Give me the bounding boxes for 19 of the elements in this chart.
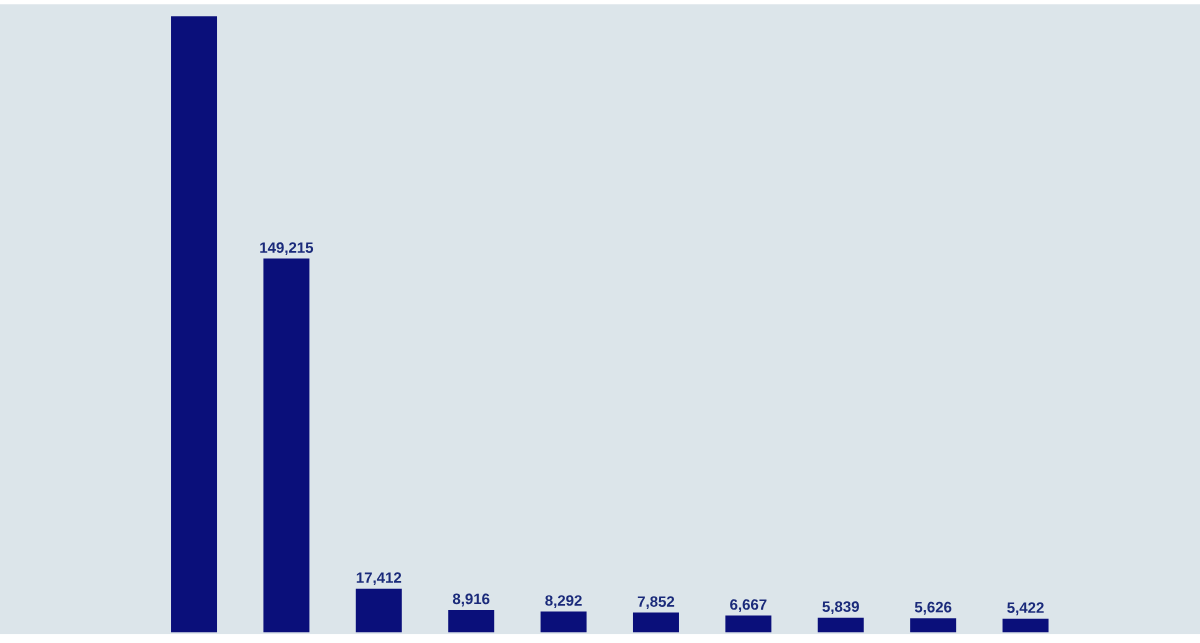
data-label: 17,412: [356, 572, 402, 585]
bar: [817, 617, 864, 633]
data-label: 5,839: [822, 601, 859, 614]
data-label: 7,852: [637, 596, 675, 609]
data-label: 6,667: [730, 599, 767, 612]
bar: [540, 611, 587, 633]
bar: [263, 258, 310, 633]
bar: [632, 612, 679, 633]
data-label: 8,292: [545, 594, 582, 608]
data-label: 149,215: [260, 242, 314, 255]
bar: [910, 617, 957, 633]
bar: [355, 588, 402, 633]
data-label: 8,916: [452, 593, 490, 607]
bar: [725, 615, 772, 633]
bar: [171, 16, 218, 633]
data-label: 5,422: [1007, 602, 1044, 615]
bar: [448, 609, 495, 633]
data-label: 5,626: [914, 601, 952, 615]
bar: [1002, 618, 1049, 633]
